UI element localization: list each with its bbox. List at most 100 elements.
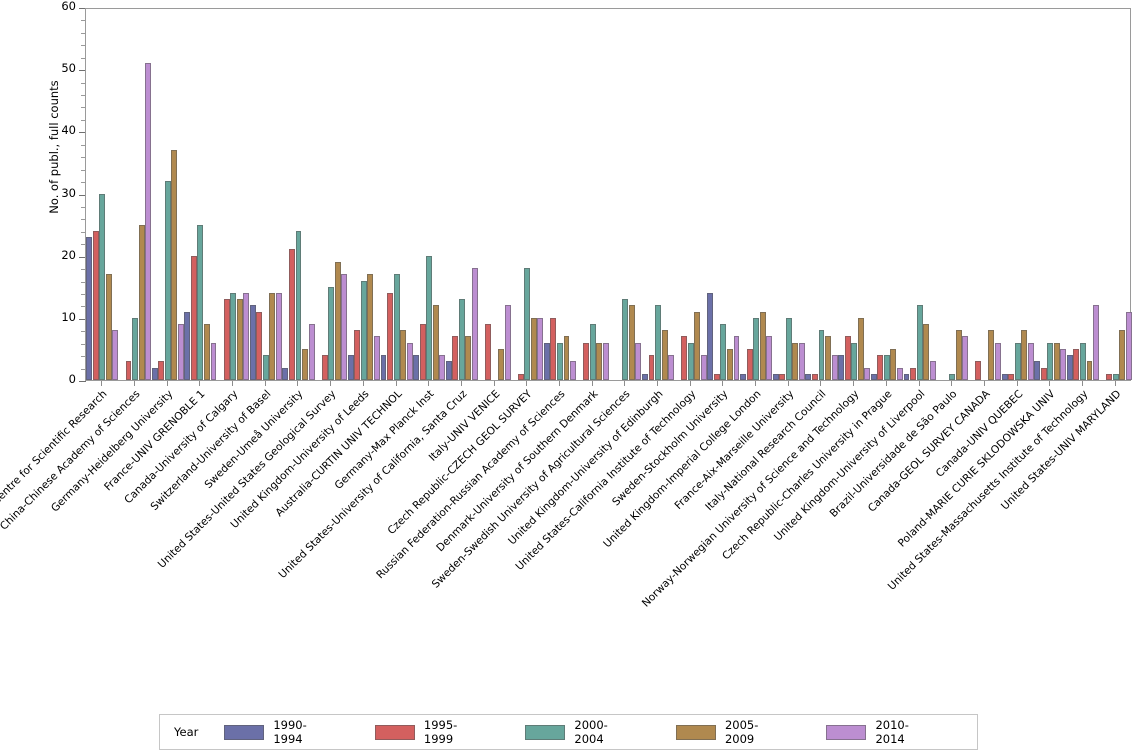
bar[interactable] <box>1001 373 1008 380</box>
bar[interactable] <box>269 292 276 380</box>
bar[interactable] <box>543 342 550 380</box>
bar[interactable] <box>700 355 707 380</box>
bar[interactable] <box>341 274 348 380</box>
bar[interactable] <box>458 299 465 380</box>
bar[interactable] <box>805 373 812 380</box>
bar[interactable] <box>92 230 99 380</box>
bar[interactable] <box>642 373 648 380</box>
bar[interactable] <box>916 305 923 380</box>
bar[interactable] <box>184 311 191 380</box>
bar[interactable] <box>1119 330 1126 380</box>
bar[interactable] <box>105 274 112 380</box>
bar[interactable] <box>1008 373 1015 380</box>
bar[interactable] <box>557 342 563 380</box>
bar[interactable] <box>622 299 629 380</box>
bar[interactable] <box>694 311 701 380</box>
bar[interactable] <box>563 336 570 380</box>
bar[interactable] <box>772 373 779 380</box>
bar[interactable] <box>883 355 890 380</box>
bar[interactable] <box>870 373 877 380</box>
bar[interactable] <box>203 324 210 380</box>
bar[interactable] <box>864 367 871 380</box>
bar[interactable] <box>929 361 936 380</box>
bar[interactable] <box>1040 367 1047 380</box>
bar[interactable] <box>648 355 655 380</box>
bar[interactable] <box>145 62 152 380</box>
bar[interactable] <box>831 355 838 380</box>
bar[interactable] <box>302 348 308 380</box>
bar[interactable] <box>295 230 302 380</box>
bar[interactable] <box>419 324 426 380</box>
bar[interactable] <box>779 373 786 380</box>
bar[interactable] <box>158 361 165 380</box>
bar[interactable] <box>236 299 243 380</box>
bar[interactable] <box>1034 361 1041 380</box>
bar[interactable] <box>537 317 544 380</box>
bar[interactable] <box>321 355 328 380</box>
bar[interactable] <box>988 330 995 380</box>
bar[interactable] <box>249 305 256 380</box>
bar[interactable] <box>720 324 727 380</box>
legend-item[interactable]: 1990-1994 <box>224 718 333 746</box>
bar[interactable] <box>334 261 341 380</box>
bar[interactable] <box>896 367 903 380</box>
bar[interactable] <box>661 330 668 380</box>
bar[interactable] <box>713 373 720 380</box>
bar[interactable] <box>347 355 354 380</box>
bar[interactable] <box>785 317 792 380</box>
bar[interactable] <box>903 373 910 380</box>
bar[interactable] <box>596 342 603 380</box>
bar[interactable] <box>190 255 197 380</box>
bar[interactable] <box>583 342 590 380</box>
bar[interactable] <box>1066 355 1073 380</box>
bar[interactable] <box>923 324 930 380</box>
bar[interactable] <box>380 355 387 380</box>
legend-item[interactable]: 1995-1999 <box>374 718 484 746</box>
bar[interactable] <box>393 274 400 380</box>
bar[interactable] <box>1086 361 1093 380</box>
bar[interactable] <box>955 330 962 380</box>
bar[interactable] <box>485 324 492 380</box>
bar[interactable] <box>432 305 439 380</box>
bar[interactable] <box>1106 373 1113 380</box>
bar[interactable] <box>687 342 694 380</box>
bar[interactable] <box>1060 348 1067 380</box>
bar[interactable] <box>406 342 413 380</box>
bar[interactable] <box>439 355 446 380</box>
bar[interactable] <box>877 355 884 380</box>
bar[interactable] <box>962 336 969 380</box>
bar[interactable] <box>733 336 740 380</box>
bar[interactable] <box>759 311 766 380</box>
bar[interactable] <box>373 336 380 380</box>
bar[interactable] <box>857 317 864 380</box>
bar[interactable] <box>288 249 295 380</box>
bar[interactable] <box>1125 311 1132 380</box>
bar[interactable] <box>530 317 537 380</box>
bar[interactable] <box>230 292 237 380</box>
bar[interactable] <box>400 330 407 380</box>
bar[interactable] <box>655 305 661 380</box>
bar[interactable] <box>890 348 897 380</box>
bar[interactable] <box>753 317 760 380</box>
bar[interactable] <box>746 348 753 380</box>
bar[interactable] <box>949 373 956 380</box>
bar[interactable] <box>360 280 367 380</box>
bar[interactable] <box>413 355 420 380</box>
bar[interactable] <box>1073 348 1080 380</box>
bar[interactable] <box>210 342 217 380</box>
bar[interactable] <box>1053 342 1060 380</box>
bar[interactable] <box>838 355 845 380</box>
bar[interactable] <box>740 373 746 380</box>
bar[interactable] <box>825 336 831 380</box>
bar[interactable] <box>498 348 505 380</box>
bar[interactable] <box>524 268 531 380</box>
bar[interactable] <box>1021 330 1028 380</box>
bar[interactable] <box>426 255 433 380</box>
bar[interactable] <box>354 330 361 380</box>
bar[interactable] <box>798 342 805 380</box>
bar[interactable] <box>151 367 158 380</box>
bar[interactable] <box>517 373 524 380</box>
bar[interactable] <box>504 305 511 380</box>
bar[interactable] <box>112 330 119 380</box>
bar[interactable] <box>851 342 858 380</box>
